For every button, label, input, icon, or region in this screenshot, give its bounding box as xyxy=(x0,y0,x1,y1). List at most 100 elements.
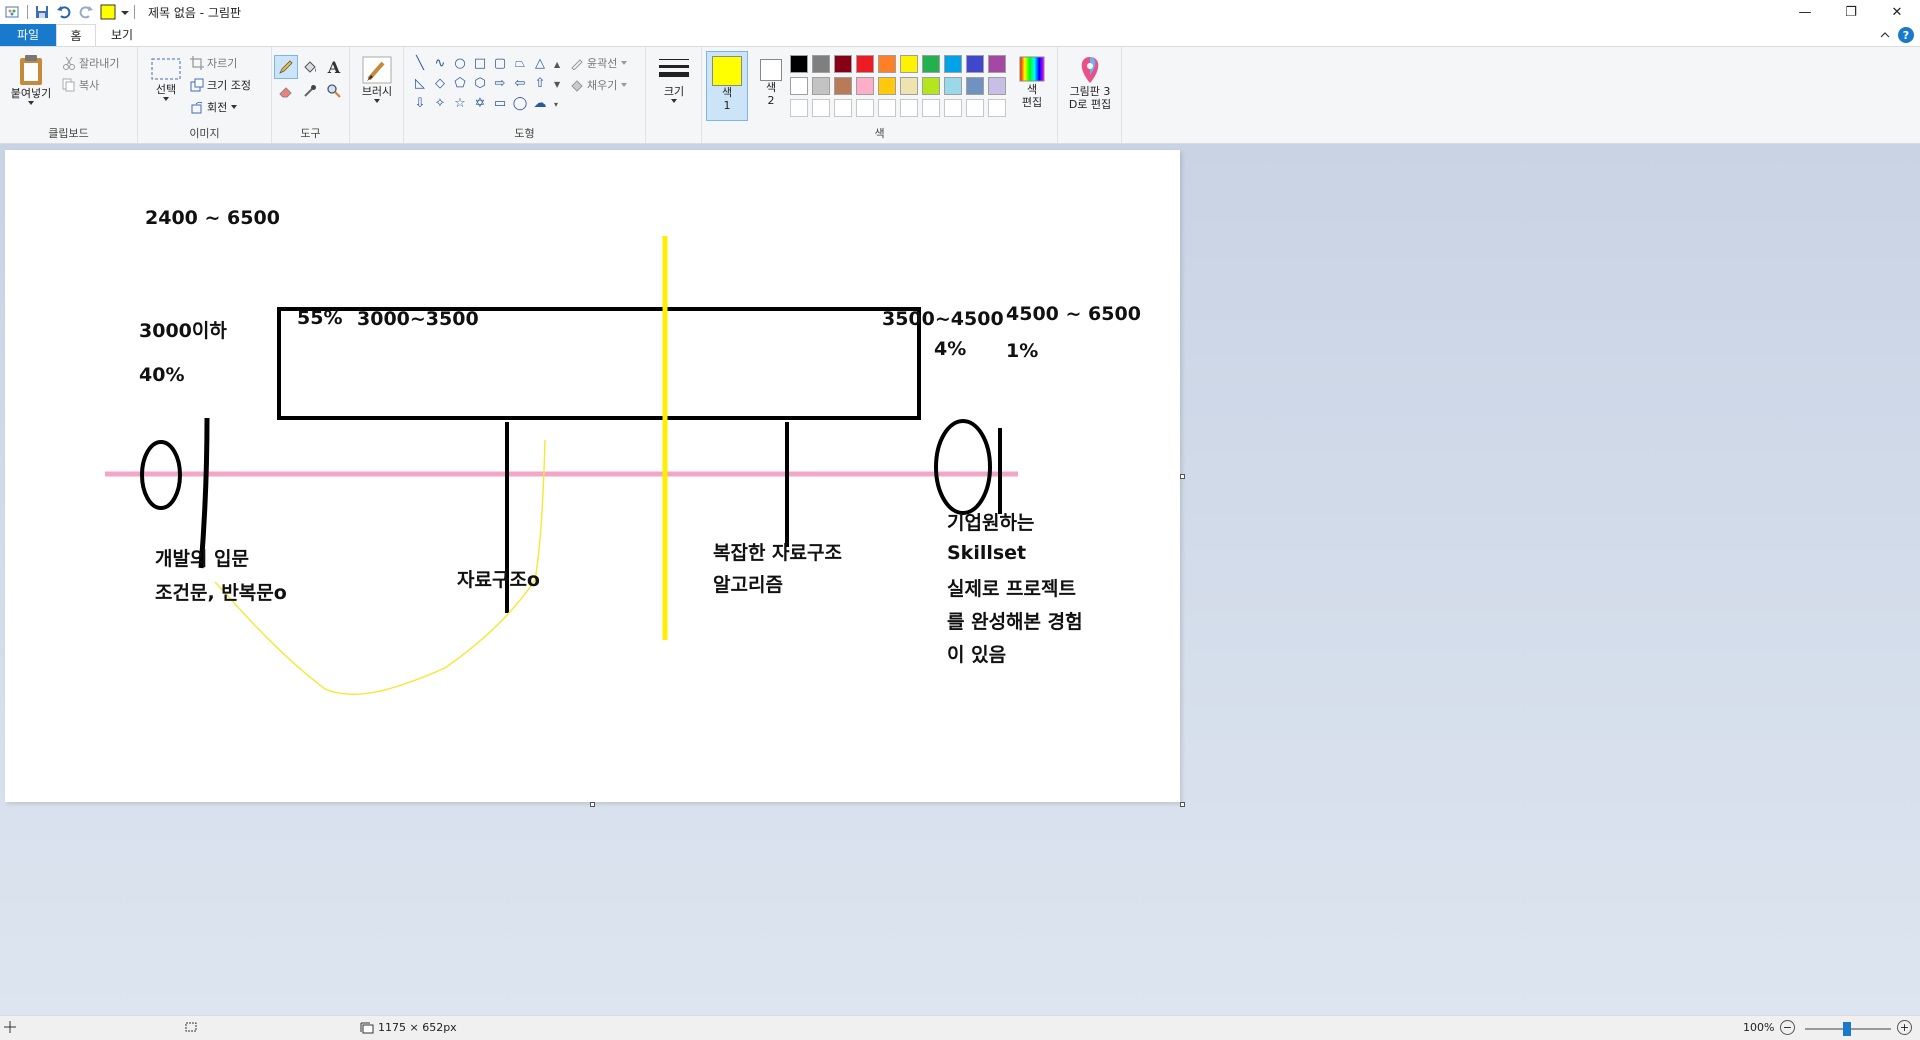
canvas-resize-handle-bottom[interactable] xyxy=(590,802,595,807)
canvas-resize-handle-corner[interactable] xyxy=(1180,802,1185,807)
palette-swatch[interactable] xyxy=(988,99,1006,117)
outline-button[interactable]: 윤곽선 xyxy=(570,55,628,71)
palette-swatch[interactable] xyxy=(966,55,984,73)
left-arrow-shape-icon[interactable]: ⇦ xyxy=(514,75,526,91)
canvas-workspace[interactable]: 2400 ~ 6500 3000이하 40% 55% 3000~3500 350… xyxy=(0,145,1920,1015)
canvas-resize-handle-right[interactable] xyxy=(1180,474,1185,479)
six-point-star-icon[interactable]: ✡ xyxy=(474,95,486,111)
restore-button[interactable]: ❐ xyxy=(1845,4,1857,20)
palette-swatch[interactable] xyxy=(878,55,896,73)
palette-swatch[interactable] xyxy=(856,55,874,73)
palette-swatch[interactable] xyxy=(900,77,918,95)
paint-app-icon[interactable] xyxy=(2,1,24,23)
text-tool-icon[interactable]: A xyxy=(327,57,341,77)
oval-callout-icon[interactable]: ◯ xyxy=(512,95,528,111)
palette-swatch[interactable] xyxy=(966,77,984,95)
resize-button[interactable]: 크기 조정 xyxy=(190,77,251,93)
shapes-scroll[interactable]: ▲ ▼ ▾ xyxy=(554,60,561,109)
palette-swatch[interactable] xyxy=(834,55,852,73)
pentagon-shape-icon[interactable]: ⬠ xyxy=(454,75,466,91)
tools-grid: A xyxy=(274,55,348,103)
palette-swatch[interactable] xyxy=(856,77,874,95)
rotate-button[interactable]: 회전 xyxy=(190,99,238,115)
rectangle-shape-icon[interactable]: □ xyxy=(473,55,487,71)
image-group: 선택 자르기 크기 조정 회전 이미지 xyxy=(138,47,272,143)
color-picker-icon[interactable] xyxy=(298,79,322,103)
help-icon[interactable]: ? xyxy=(1898,27,1914,43)
palette-swatch[interactable] xyxy=(922,55,940,73)
four-point-star-icon[interactable]: ✧ xyxy=(434,95,446,111)
diamond-shape-icon[interactable]: ◇ xyxy=(435,75,445,91)
palette-swatch[interactable] xyxy=(988,55,1006,73)
cut-button[interactable]: 잘라내기 xyxy=(62,55,119,71)
tab-home[interactable]: 홈 xyxy=(56,24,96,46)
save-icon[interactable] xyxy=(31,1,53,23)
palette-swatch[interactable] xyxy=(944,55,962,73)
palette-swatch[interactable] xyxy=(944,99,962,117)
zoom-out-button[interactable]: − xyxy=(1780,1020,1795,1035)
collapse-ribbon-icon[interactable] xyxy=(1880,31,1890,39)
close-button[interactable]: ✕ xyxy=(1891,4,1903,20)
hexagon-shape-icon[interactable]: ⬡ xyxy=(474,75,486,91)
magnifier-icon[interactable] xyxy=(322,79,346,103)
five-point-star-icon[interactable]: ☆ xyxy=(454,95,466,111)
palette-swatch[interactable] xyxy=(834,77,852,95)
palette-swatch[interactable] xyxy=(878,77,896,95)
fill-button[interactable]: 채우기 xyxy=(570,77,628,93)
polygon-shape-icon[interactable]: ⏢ xyxy=(514,55,526,71)
tab-file[interactable]: 파일 xyxy=(0,24,56,46)
undo-icon[interactable] xyxy=(53,1,75,23)
up-arrow-shape-icon[interactable]: ⇧ xyxy=(534,75,546,91)
palette-swatch[interactable] xyxy=(790,55,808,73)
palette-swatch[interactable] xyxy=(900,99,918,117)
palette-swatch[interactable] xyxy=(790,77,808,95)
redo-icon[interactable] xyxy=(75,1,97,23)
pencil-icon[interactable] xyxy=(274,55,298,79)
tab-view[interactable]: 보기 xyxy=(110,28,134,42)
minimize-button[interactable]: — xyxy=(1798,4,1812,20)
cloud-callout-icon[interactable]: ☁ xyxy=(533,95,547,111)
zoom-slider-thumb[interactable] xyxy=(1843,1022,1851,1036)
current-color-icon[interactable] xyxy=(97,1,119,23)
fill-bucket-icon[interactable] xyxy=(298,55,322,79)
palette-swatch[interactable] xyxy=(834,99,852,117)
palette-swatch[interactable] xyxy=(922,99,940,117)
palette-swatch[interactable] xyxy=(812,99,830,117)
line-shape-icon[interactable]: ╲ xyxy=(416,55,424,71)
size-button[interactable]: 크기 xyxy=(652,55,696,104)
select-button[interactable]: 선택 xyxy=(146,55,186,102)
rounded-rectangle-shape-icon[interactable]: ▢ xyxy=(493,55,507,71)
palette-swatch[interactable] xyxy=(900,55,918,73)
color1-button[interactable]: 색 1 xyxy=(706,51,748,121)
curve-shape-icon[interactable]: ∿ xyxy=(434,55,446,71)
palette-swatch[interactable] xyxy=(944,77,962,95)
oval-shape-icon[interactable]: ○ xyxy=(454,55,466,71)
palette-swatch[interactable] xyxy=(856,99,874,117)
brushes-button[interactable]: 브러시 xyxy=(354,55,400,104)
customize-toolbar-icon[interactable] xyxy=(119,1,131,23)
eraser-icon[interactable] xyxy=(274,79,298,103)
down-arrow-shape-icon[interactable]: ⇩ xyxy=(414,95,426,111)
outline-label: 윤곽선 xyxy=(587,57,618,70)
color2-button[interactable]: 색 2 xyxy=(752,55,790,107)
palette-swatch[interactable] xyxy=(878,99,896,117)
palette-swatch[interactable] xyxy=(966,99,984,117)
edit-colors-button[interactable]: 색 편집 xyxy=(1010,55,1054,109)
drawing-canvas[interactable]: 2400 ~ 6500 3000이하 40% 55% 3000~3500 350… xyxy=(5,150,1180,802)
edit-with-paint3d-button[interactable]: 그림판 3 D로 편집 xyxy=(1062,55,1118,111)
palette-swatch[interactable] xyxy=(812,77,830,95)
select-rectangle-icon xyxy=(151,58,181,80)
right-arrow-shape-icon[interactable]: ⇨ xyxy=(494,75,506,91)
rounded-callout-icon[interactable]: ▭ xyxy=(493,95,507,111)
triangle-shape-icon[interactable]: △ xyxy=(535,55,545,71)
zoom-in-button[interactable]: + xyxy=(1897,1020,1912,1035)
paste-button[interactable]: 붙여넣기 xyxy=(6,53,56,106)
right-triangle-shape-icon[interactable]: ◺ xyxy=(415,75,425,91)
window-controls: — ❐ ✕ xyxy=(1782,0,1920,24)
copy-button[interactable]: 복사 xyxy=(62,77,99,93)
palette-swatch[interactable] xyxy=(922,77,940,95)
palette-swatch[interactable] xyxy=(988,77,1006,95)
palette-swatch[interactable] xyxy=(790,99,808,117)
palette-swatch[interactable] xyxy=(812,55,830,73)
crop-button[interactable]: 자르기 xyxy=(190,55,237,71)
